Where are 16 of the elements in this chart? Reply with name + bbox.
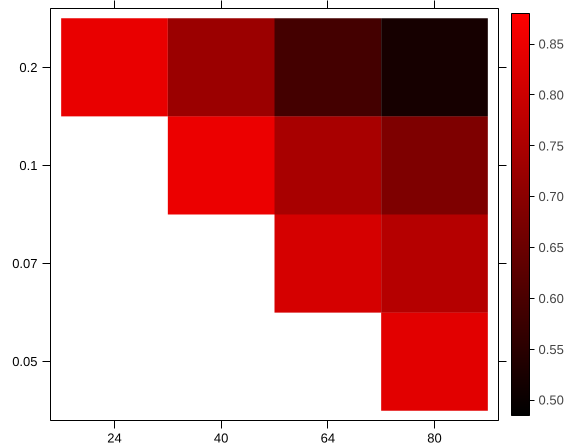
x-tick-label: 80 bbox=[427, 430, 442, 445]
y-tick-label: 0.05 bbox=[12, 354, 38, 370]
y-tick-label: 0.2 bbox=[19, 60, 38, 75]
y-tick-label: 0.07 bbox=[12, 256, 38, 272]
color-bar-label: 0.70 bbox=[538, 189, 564, 204]
color-bar-label: 0.85 bbox=[538, 36, 564, 52]
x-tick-label: 64 bbox=[320, 430, 336, 445]
y-tick-label: 0.1 bbox=[19, 158, 38, 173]
color-bar-label: 0.80 bbox=[538, 87, 564, 102]
color-bar-label: 0.75 bbox=[538, 138, 564, 154]
color-bar-label: 0.60 bbox=[538, 290, 564, 306]
color-bar-label: 0.65 bbox=[538, 240, 564, 256]
x-tick-label: 40 bbox=[214, 430, 228, 445]
x-tick-label: 24 bbox=[107, 430, 122, 445]
color-bar-label: 0.55 bbox=[538, 342, 564, 357]
color-bar-label: 0.50 bbox=[538, 392, 564, 408]
